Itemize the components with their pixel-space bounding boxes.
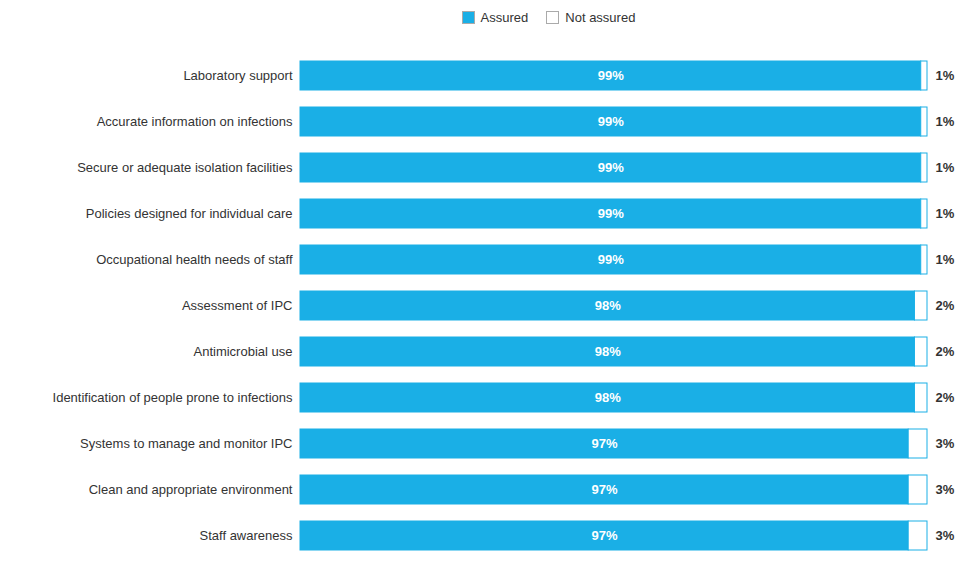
svg-text:99%: 99% — [598, 68, 624, 83]
svg-text:97%: 97% — [592, 482, 618, 497]
svg-text:99%: 99% — [598, 206, 624, 221]
svg-text:1%: 1% — [936, 206, 955, 221]
svg-text:Policies designed for individu: Policies designed for individual care — [86, 206, 293, 221]
svg-text:97%: 97% — [592, 528, 618, 543]
svg-text:3%: 3% — [936, 436, 955, 451]
svg-text:1%: 1% — [936, 114, 955, 129]
svg-text:99%: 99% — [598, 114, 624, 129]
svg-text:Staff awareness: Staff awareness — [200, 528, 293, 543]
svg-text:99%: 99% — [598, 252, 624, 267]
svg-text:1%: 1% — [936, 160, 955, 175]
svg-text:2%: 2% — [936, 298, 955, 313]
html-text:Not assured: Not assured — [565, 9, 636, 25]
svg-text:Systems to manage and monitor: Systems to manage and monitor IPC — [80, 436, 292, 451]
svg-text:1%: 1% — [936, 252, 955, 267]
svg-text:98%: 98% — [595, 344, 621, 359]
svg-text:Antimicrobial use: Antimicrobial use — [194, 344, 293, 359]
svg-text:1%: 1% — [936, 68, 955, 83]
svg-text:Assessment of IPC: Assessment of IPC — [182, 298, 293, 313]
svg-text:Laboratory support: Laboratory support — [183, 68, 293, 83]
svg-text:Occupational health needs of s: Occupational health needs of staff — [96, 252, 293, 267]
svg-text:Identification of people prone: Identification of people prone to infect… — [53, 390, 293, 405]
svg-text:98%: 98% — [595, 390, 621, 405]
svg-text:99%: 99% — [598, 160, 624, 175]
svg-text:98%: 98% — [595, 298, 621, 313]
svg-text:2%: 2% — [936, 390, 955, 405]
svg-text:97%: 97% — [592, 436, 618, 451]
svg-text:2%: 2% — [936, 344, 955, 359]
svg-text:Clean and appropriate environm: Clean and appropriate environment — [89, 482, 293, 497]
svg-text:3%: 3% — [936, 528, 955, 543]
svg-text:Secure or adequate isolation f: Secure or adequate isolation facilities — [77, 160, 293, 175]
html-text:Assured: Assured — [480, 9, 529, 25]
svg-text:3%: 3% — [936, 482, 955, 497]
svg-text:Accurate information on infect: Accurate information on infections — [97, 114, 293, 129]
